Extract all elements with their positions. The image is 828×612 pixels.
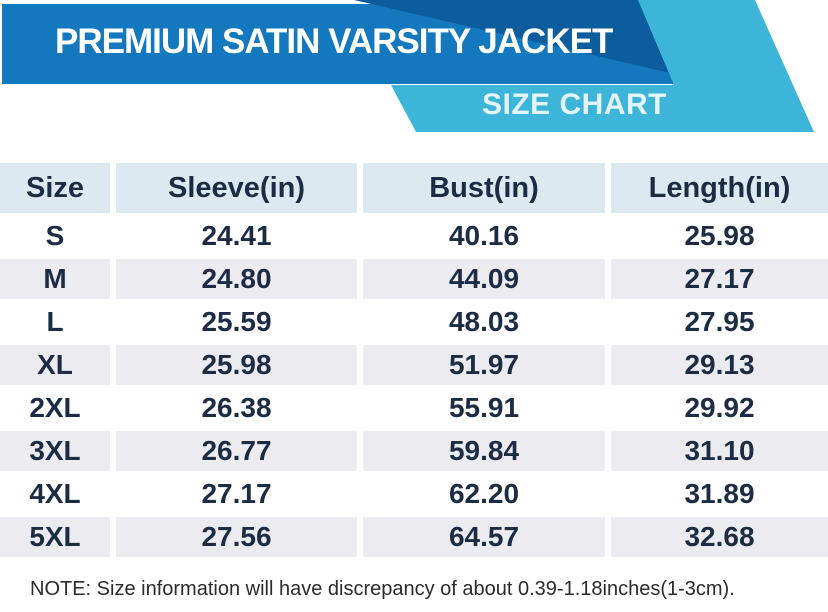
column-header-sleeve: Sleeve(in) (116, 163, 357, 213)
sleeve-cell: 27.17 (116, 474, 357, 514)
column-header-length: Length(in) (611, 163, 828, 213)
dark-triangle-shape (354, 0, 718, 84)
sleeve-cell: 25.59 (116, 302, 357, 342)
length-cell: 27.95 (611, 302, 828, 342)
length-cell: 29.92 (611, 388, 828, 428)
bust-cell: 62.20 (363, 474, 605, 514)
header-banner: PREMIUM SATIN VARSITY JACKET SIZE CHART (0, 0, 828, 160)
bust-cell: 59.84 (363, 431, 605, 471)
column-header-size: Size (0, 163, 110, 213)
length-cell: 29.13 (611, 345, 828, 385)
length-cell: 32.68 (611, 517, 828, 557)
size-chart-table: Size Sleeve(in) Bust(in) Length(in) S 24… (0, 163, 828, 557)
bust-cell: 40.16 (363, 216, 605, 256)
size-discrepancy-note: NOTE: Size information will have discrep… (30, 578, 735, 600)
sleeve-cell: 25.98 (116, 345, 357, 385)
size-chart-label: SIZE CHART (482, 88, 667, 121)
size-cell: S (0, 216, 110, 256)
sleeve-cell: 26.38 (116, 388, 357, 428)
page-title: PREMIUM SATIN VARSITY JACKET (55, 22, 613, 61)
size-cell: 2XL (0, 388, 110, 428)
banner-shapes (2, 0, 814, 132)
sleeve-cell: 24.80 (116, 259, 357, 299)
bust-cell: 64.57 (363, 517, 605, 557)
bust-cell: 44.09 (363, 259, 605, 299)
length-cell: 31.89 (611, 474, 828, 514)
bust-cell: 48.03 (363, 302, 605, 342)
size-cell: 3XL (0, 431, 110, 471)
sleeve-cell: 24.41 (116, 216, 357, 256)
size-cell: M (0, 259, 110, 299)
size-cell: 4XL (0, 474, 110, 514)
column-header-bust: Bust(in) (363, 163, 605, 213)
sleeve-cell: 26.77 (116, 431, 357, 471)
bust-cell: 51.97 (363, 345, 605, 385)
sleeve-cell: 27.56 (116, 517, 357, 557)
size-cell: L (0, 302, 110, 342)
size-cell: XL (0, 345, 110, 385)
bust-cell: 55.91 (363, 388, 605, 428)
length-cell: 25.98 (611, 216, 828, 256)
size-chart-ribbon-shape (391, 0, 814, 132)
length-cell: 31.10 (611, 431, 828, 471)
length-cell: 27.17 (611, 259, 828, 299)
size-cell: 5XL (0, 517, 110, 557)
